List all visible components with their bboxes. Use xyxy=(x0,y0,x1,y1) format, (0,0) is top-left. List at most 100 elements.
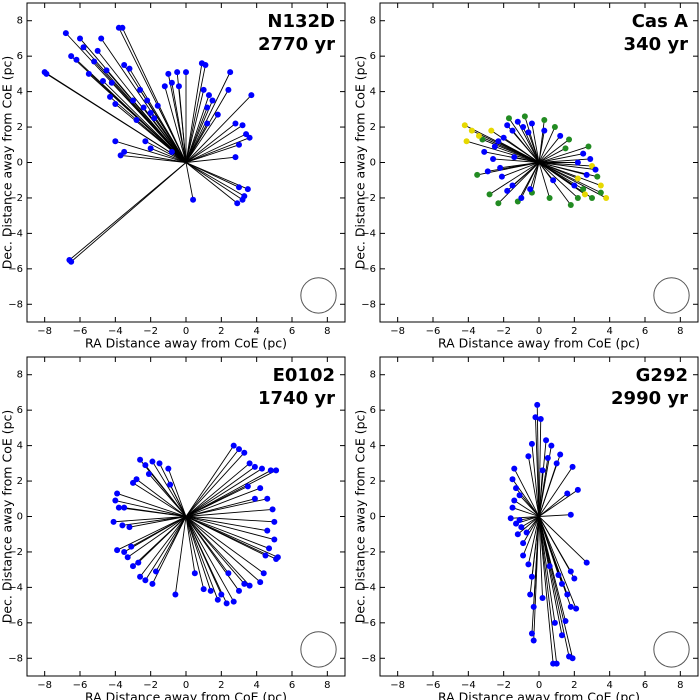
ray xyxy=(538,146,589,163)
ray xyxy=(124,151,187,163)
point xyxy=(273,467,280,474)
ray xyxy=(501,162,540,178)
point xyxy=(574,159,581,166)
y-tick-label: 2 xyxy=(370,122,376,133)
ray xyxy=(185,124,243,163)
ray xyxy=(164,86,187,163)
ray xyxy=(129,516,187,528)
ray xyxy=(521,516,540,528)
ray xyxy=(152,461,187,517)
point xyxy=(205,92,212,99)
point xyxy=(239,122,246,129)
ray xyxy=(111,82,187,163)
x-tick-label: −4 xyxy=(108,680,123,691)
point xyxy=(553,460,560,467)
ray xyxy=(185,445,235,517)
ray xyxy=(185,516,250,586)
point xyxy=(527,186,534,193)
ray xyxy=(538,466,573,517)
ray xyxy=(538,162,587,176)
y-tick-label: −2 xyxy=(361,547,376,558)
point xyxy=(534,401,541,408)
ray xyxy=(531,443,540,517)
x-tick-label: −4 xyxy=(461,326,476,337)
y-tick-label: 0 xyxy=(370,158,376,169)
point xyxy=(504,187,511,194)
point xyxy=(574,175,581,182)
ray xyxy=(132,100,187,163)
ray xyxy=(122,516,187,526)
point xyxy=(133,476,140,483)
beam-circle xyxy=(300,277,337,314)
ray xyxy=(185,94,252,163)
point xyxy=(530,603,537,610)
point xyxy=(91,58,98,65)
ray xyxy=(466,140,540,163)
point xyxy=(124,554,131,561)
point xyxy=(68,258,75,265)
ray xyxy=(185,516,222,595)
point xyxy=(597,189,604,196)
ray xyxy=(185,144,240,163)
point xyxy=(85,70,92,77)
point xyxy=(98,35,105,42)
ray xyxy=(136,478,187,517)
y-tick-label: 4 xyxy=(370,441,376,452)
ray xyxy=(145,140,187,163)
point xyxy=(567,202,574,209)
point xyxy=(543,437,550,444)
ray xyxy=(185,516,245,585)
point xyxy=(495,138,502,145)
point xyxy=(567,568,574,575)
ray xyxy=(185,516,275,540)
ray xyxy=(514,500,540,517)
point xyxy=(108,79,115,86)
point xyxy=(581,191,588,198)
ray xyxy=(185,485,249,517)
point xyxy=(260,570,267,577)
point xyxy=(525,129,532,136)
ray xyxy=(538,130,545,163)
ray xyxy=(131,516,187,548)
point xyxy=(497,164,504,171)
x-tick-label: −4 xyxy=(461,680,476,691)
ray xyxy=(520,162,540,199)
ray xyxy=(529,516,540,595)
y-tick-label: −2 xyxy=(361,193,376,204)
y-tick-label: −6 xyxy=(361,618,376,629)
ray xyxy=(100,38,187,163)
point xyxy=(495,200,502,207)
point xyxy=(241,580,248,587)
ray xyxy=(512,507,540,517)
point xyxy=(236,184,242,191)
point xyxy=(130,563,136,570)
point xyxy=(257,579,264,586)
ray xyxy=(527,132,540,163)
point xyxy=(271,518,278,525)
point xyxy=(239,196,246,203)
x-axis-label: RA Distance away from CoE (pc) xyxy=(85,336,287,351)
x-tick-label: −8 xyxy=(390,680,405,691)
ray xyxy=(538,162,593,167)
point xyxy=(223,600,230,607)
x-tick-label: 2 xyxy=(571,680,577,691)
point xyxy=(539,467,546,474)
ray xyxy=(538,162,551,199)
x-tick-label: 8 xyxy=(677,680,683,691)
y-tick-label: −6 xyxy=(361,264,376,275)
point xyxy=(509,476,516,483)
point xyxy=(147,109,154,116)
y-tick-label: 0 xyxy=(370,512,376,523)
ray xyxy=(538,470,543,517)
beam-circle xyxy=(653,631,690,668)
ray xyxy=(519,516,540,521)
point xyxy=(523,529,530,536)
panel-title: G292 xyxy=(636,365,688,386)
ray xyxy=(169,484,187,517)
ray xyxy=(185,516,205,590)
point xyxy=(137,456,144,463)
point xyxy=(513,485,520,492)
point xyxy=(271,536,278,543)
ray xyxy=(185,162,243,201)
point xyxy=(133,116,140,123)
